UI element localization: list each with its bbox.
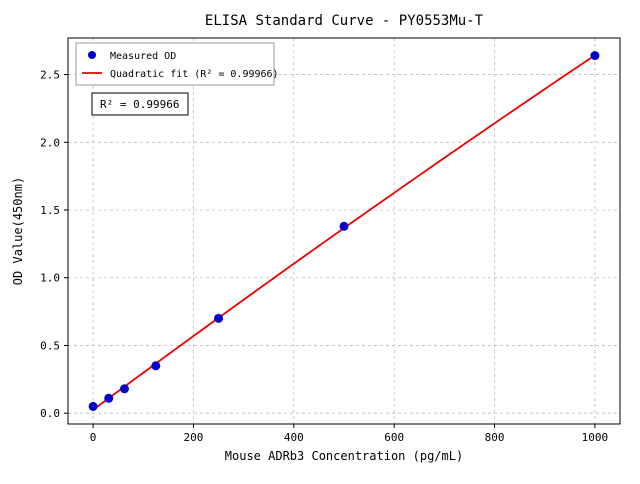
data-point	[151, 361, 161, 371]
x-tick-label: 1000	[582, 431, 609, 444]
y-tick-label: 2.5	[40, 69, 60, 82]
y-tick-label: 0.0	[40, 407, 60, 420]
legend-label-measured-od: Measured OD	[110, 51, 176, 62]
data-point	[214, 313, 224, 323]
data-point	[590, 51, 600, 61]
legend-label-quadratic-fit: Quadratic fit (R² = 0.99966)	[110, 69, 279, 80]
data-point	[119, 384, 129, 394]
data-point	[339, 221, 349, 231]
x-tick-label: 0	[90, 431, 97, 444]
y-tick-label: 2.0	[40, 136, 60, 149]
y-axis-label: OD Value(450nm)	[11, 177, 25, 285]
x-tick-label: 200	[184, 431, 204, 444]
plot-border	[67, 37, 621, 425]
data-point	[104, 393, 114, 403]
legend-box	[75, 42, 275, 86]
legend-marker-dot	[88, 51, 96, 59]
chart-title: ELISA Standard Curve - PY0553Mu-T	[205, 13, 484, 29]
data-point	[88, 401, 98, 411]
x-tick-label: 400	[284, 431, 304, 444]
x-tick-label: 800	[485, 431, 505, 444]
x-tick-label: 600	[384, 431, 404, 444]
r-squared-annotation-box	[91, 92, 189, 116]
y-tick-label: 0.5	[40, 339, 60, 352]
y-tick-label: 1.0	[40, 272, 60, 285]
y-tick-label: 1.5	[40, 204, 60, 217]
r-squared-annotation-text: R² = 0.99966	[100, 98, 179, 111]
x-axis-label: Mouse ADRb3 Concentration (pg/mL)	[225, 449, 463, 463]
